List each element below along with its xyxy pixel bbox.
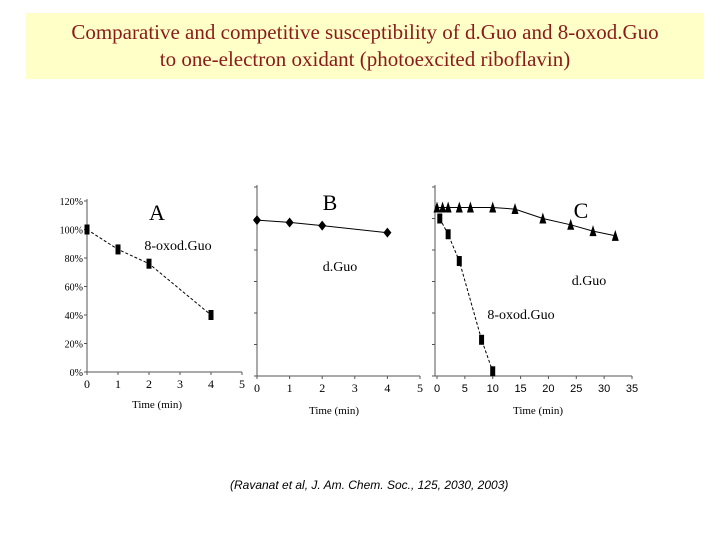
panel-b-x-tick-label: 5	[417, 381, 423, 395]
panel-c-x-tick-label: 20	[542, 383, 554, 395]
panel-c-data-point	[444, 201, 452, 213]
panel-a-x-tick-label: 4	[208, 377, 214, 391]
panel-a-x-tick-label: 2	[146, 377, 152, 391]
panel-c-data-point	[539, 212, 547, 224]
panel-a-y-tick-label: 40%	[65, 311, 83, 322]
panel-a-x-tick-label: 3	[177, 377, 183, 391]
panel-c-data-point	[445, 229, 451, 240]
panel-a-y-tick-label: 20%	[65, 340, 83, 351]
panel-c-data-point	[611, 229, 619, 241]
panel-b-data-point	[318, 220, 327, 231]
panel-c-data-point	[479, 334, 485, 345]
title-banner: Comparative and competitive susceptibili…	[26, 13, 704, 79]
panel-a-x-tick-label: 1	[115, 377, 121, 391]
panel-a-y-tick-label: 60%	[65, 283, 83, 294]
panel-a-y-tick-label: 100%	[60, 226, 83, 237]
panel-c-x-tick-label: 15	[514, 383, 526, 395]
panel-c-data-point	[433, 201, 441, 213]
panel-c-x-tick-label: 5	[462, 383, 468, 395]
panel-c-x-tick-label: 35	[626, 383, 638, 395]
panel-c-data-point	[437, 213, 443, 224]
panel-a-x-axis-label: Time (min)	[132, 399, 182, 411]
panel-b-label: B	[323, 190, 338, 215]
panel-b-x-tick-label: 3	[352, 381, 358, 395]
panel-c-x-tick-label: 0	[434, 383, 440, 395]
panel-b-x-tick-label: 2	[319, 381, 325, 395]
panel-b-data-point	[383, 227, 392, 238]
panel-c-label: C	[574, 198, 589, 223]
citation: (Ravanat et al, J. Am. Chem. Soc., 125, …	[230, 478, 509, 492]
panel-c-data-point	[589, 225, 597, 237]
panel-c-data-point	[490, 366, 496, 377]
panel-b-data-point	[253, 215, 261, 226]
panel-a-series-line-0	[86, 229, 212, 316]
panel-a-x-tick-label: 5	[239, 377, 245, 391]
panel-a-label: A	[149, 200, 165, 225]
panel-c-x-axis-label: Time (min)	[513, 405, 563, 417]
panel-c-series-label-1: 8-oxod.Guo	[487, 308, 554, 323]
panel-b-x-tick-label: 4	[384, 381, 390, 395]
panel-a-series-label-0: 8-oxod.Guo	[144, 239, 211, 254]
panel-b-x-tick-label: 1	[287, 381, 293, 395]
panel-c-data-point	[456, 256, 462, 267]
panel-c-data-point	[466, 201, 474, 213]
chart-title-line-1: Comparative and competitive susceptibili…	[71, 20, 659, 44]
panel-a-data-point	[115, 244, 121, 255]
panel-c-series-line-1	[439, 218, 494, 372]
panel-b-x-axis-label: Time (min)	[309, 405, 359, 417]
panel-c-data-point	[455, 201, 463, 213]
panel-a-data-point	[146, 258, 152, 269]
panel-c-series-label-0: d.Guo	[572, 274, 607, 289]
panel-a-y-tick-label: 80%	[65, 254, 83, 265]
panel-b-series-line-0	[256, 219, 388, 234]
panel-c-x-tick-label: 30	[598, 383, 610, 395]
panel-a-y-tick-label: 120%	[60, 197, 83, 208]
panel-c-data-point	[567, 218, 575, 230]
panel-c-data-point	[511, 203, 519, 215]
panel-c-series-line-0	[437, 207, 616, 237]
panel-c-data-point	[439, 201, 447, 213]
panel-c-x-tick-label: 25	[570, 383, 582, 395]
panel-c-data-point	[489, 201, 497, 213]
panel-a-x-tick-label: 0	[84, 377, 90, 391]
panel-b-x-tick-label: 0	[254, 381, 260, 395]
panel-b-series-label-0: d.Guo	[323, 260, 358, 275]
panel-a-y-tick-label: 0%	[70, 368, 83, 379]
panel-c-x-tick-label: 10	[487, 383, 499, 395]
chart-title-line-2: to one-electron oxidant (photoexcited ri…	[159, 47, 571, 71]
panel-a-data-point	[84, 224, 90, 235]
panel-a-data-point	[208, 310, 214, 320]
panel-b-data-point	[285, 217, 294, 228]
